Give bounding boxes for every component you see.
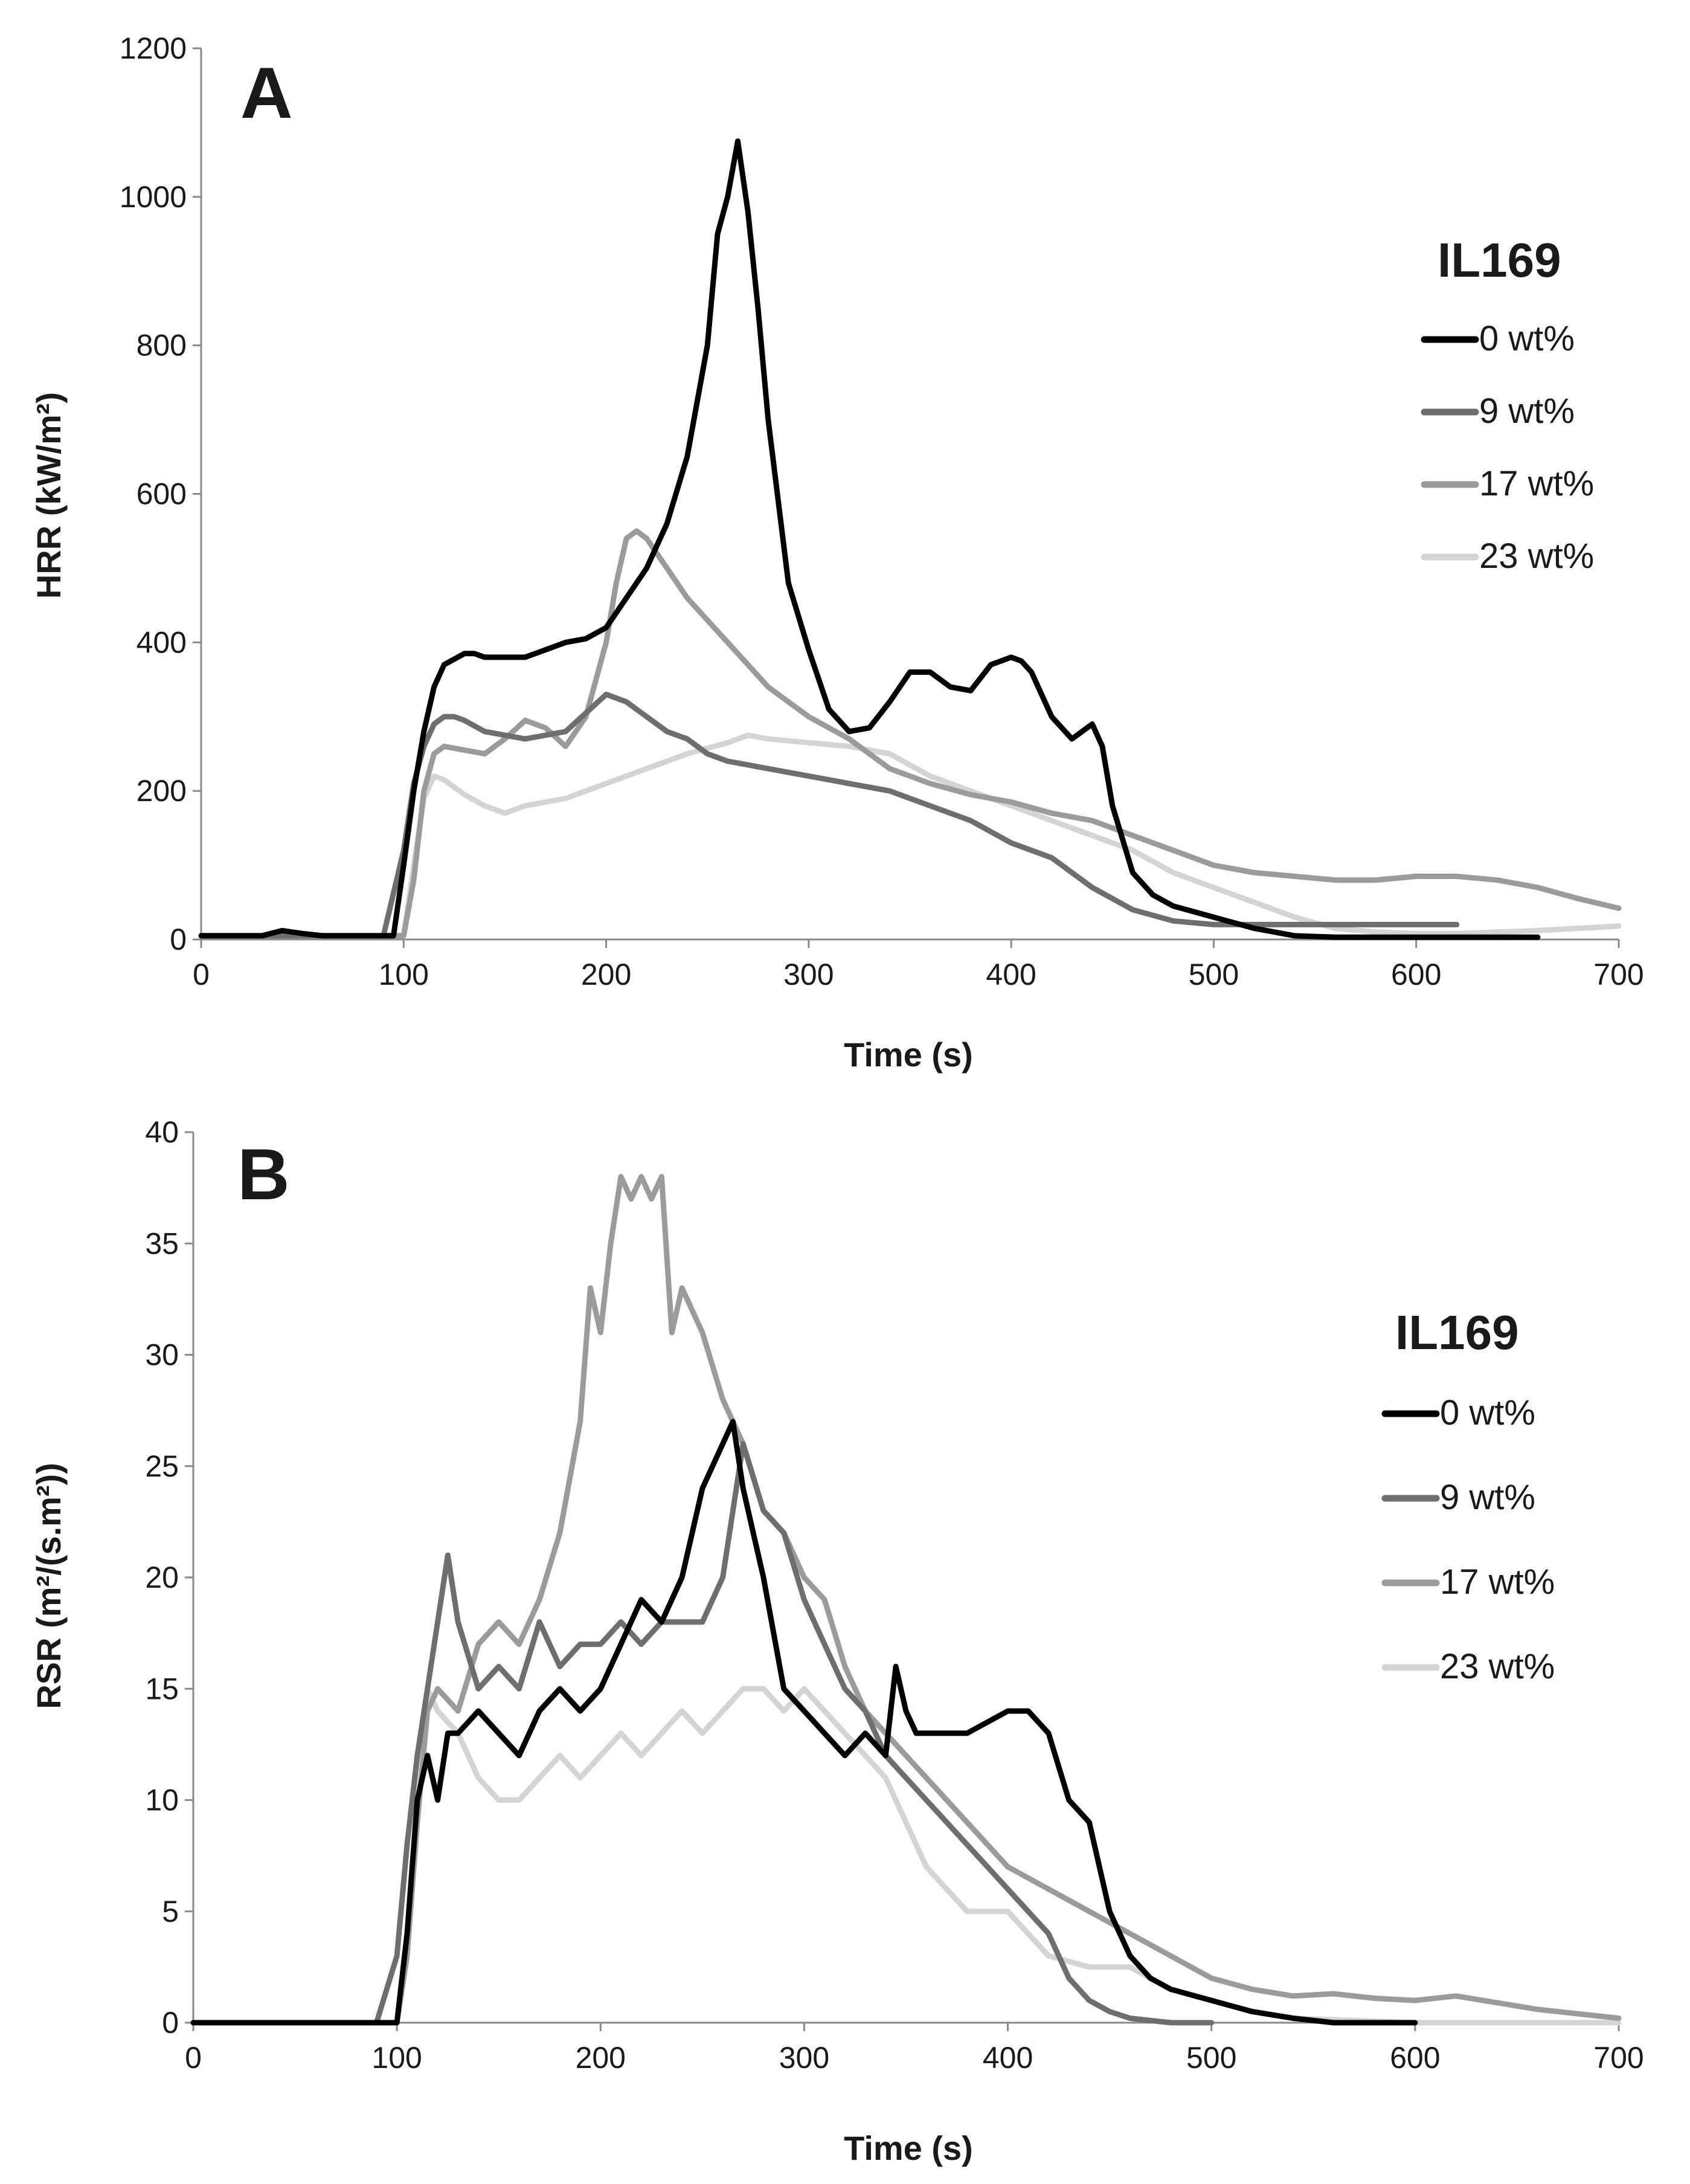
x-tick-label-b: 200	[576, 2041, 626, 2075]
x-tick-label-a: 100	[379, 958, 429, 991]
x-tick-label-a: 200	[581, 958, 631, 991]
y-tick-label-a: 0	[170, 923, 187, 956]
panel-letter-a: A	[240, 53, 293, 134]
y-tick-label-b: 30	[145, 1338, 179, 1372]
legend-label-b: 23 wt%	[1440, 1647, 1555, 1686]
y-tick-label-a: 1000	[120, 180, 187, 214]
x-axis-title-a: Time (s)	[844, 1036, 973, 1074]
y-tick-label-b: 35	[145, 1226, 179, 1260]
legend-title-a: IL169	[1438, 233, 1561, 287]
chart-panel-b: B RSR (m²/(s.m²)) Time (s) IL169 0 5 10 15 2…	[30, 1115, 1644, 2167]
x-tick-label-a: 700	[1593, 958, 1643, 991]
y-axis-title-a: HRR (kW/m²)	[30, 392, 68, 599]
y-tick-label-b: 40	[145, 1115, 179, 1149]
series-line-a-9-wt	[198, 691, 1460, 939]
y-tick-label-b: 5	[162, 1895, 179, 1928]
legend-label-b: 9 wt%	[1440, 1478, 1535, 1517]
y-tick-label-a: 1200	[120, 31, 187, 65]
x-tick-label-b: 0	[185, 2041, 202, 2075]
series-line-a-17-wt	[198, 528, 1622, 939]
series-line-a-0-wt	[198, 138, 1541, 940]
y-tick-label-a: 200	[137, 774, 187, 808]
y-tick-label-b: 25	[145, 1449, 179, 1483]
y-tick-label-a: 800	[137, 329, 187, 362]
y-tick-label-a: 600	[137, 477, 187, 511]
x-tick-label-a: 300	[783, 958, 834, 991]
x-tick-label-b: 100	[371, 2041, 422, 2075]
x-tick-label-a: 0	[193, 958, 210, 991]
x-tick-label-b: 700	[1593, 2041, 1643, 2075]
legend-label-a: 17 wt%	[1479, 464, 1594, 503]
legend-label-a: 0 wt%	[1479, 319, 1575, 358]
x-tick-label-a: 400	[986, 958, 1036, 991]
x-tick-label-b: 300	[779, 2041, 829, 2075]
legend-title-b: IL169	[1395, 1306, 1519, 1359]
series-line-b-23-wt	[190, 1686, 1622, 2026]
legend-label-a: 23 wt%	[1479, 536, 1594, 576]
chart-panel-a: A HRR (kW/m²) Time (s) IL169 0 200 400 600 8…	[30, 31, 1644, 1074]
y-tick-label-b: 0	[162, 2006, 179, 2040]
series-line-a-23-wt	[198, 732, 1622, 939]
y-tick-label-b: 10	[145, 1783, 179, 1817]
x-tick-label-a: 600	[1391, 958, 1441, 991]
legend-label-b: 0 wt%	[1440, 1393, 1535, 1432]
y-tick-label-b: 20	[145, 1561, 179, 1594]
y-axis-title-b: RSR (m²/(s.m²))	[30, 1463, 68, 1709]
series-line-b-0-wt	[190, 1419, 1418, 2026]
panel-letter-b: B	[237, 1134, 290, 1215]
legend-label-b: 17 wt%	[1440, 1562, 1555, 1602]
y-tick-label-b: 15	[145, 1672, 179, 1706]
x-tick-label-b: 500	[1186, 2041, 1236, 2075]
x-tick-label-b: 600	[1390, 2041, 1440, 2075]
legend-label-a: 9 wt%	[1479, 391, 1575, 431]
y-tick-label-a: 400	[137, 625, 187, 659]
x-axis-title-b: Time (s)	[844, 2129, 973, 2167]
x-tick-label-a: 500	[1189, 958, 1239, 991]
series-line-b-9-wt	[190, 1441, 1215, 2026]
x-tick-label-b: 400	[983, 2041, 1033, 2075]
series-line-b-17-wt	[190, 1174, 1622, 2026]
